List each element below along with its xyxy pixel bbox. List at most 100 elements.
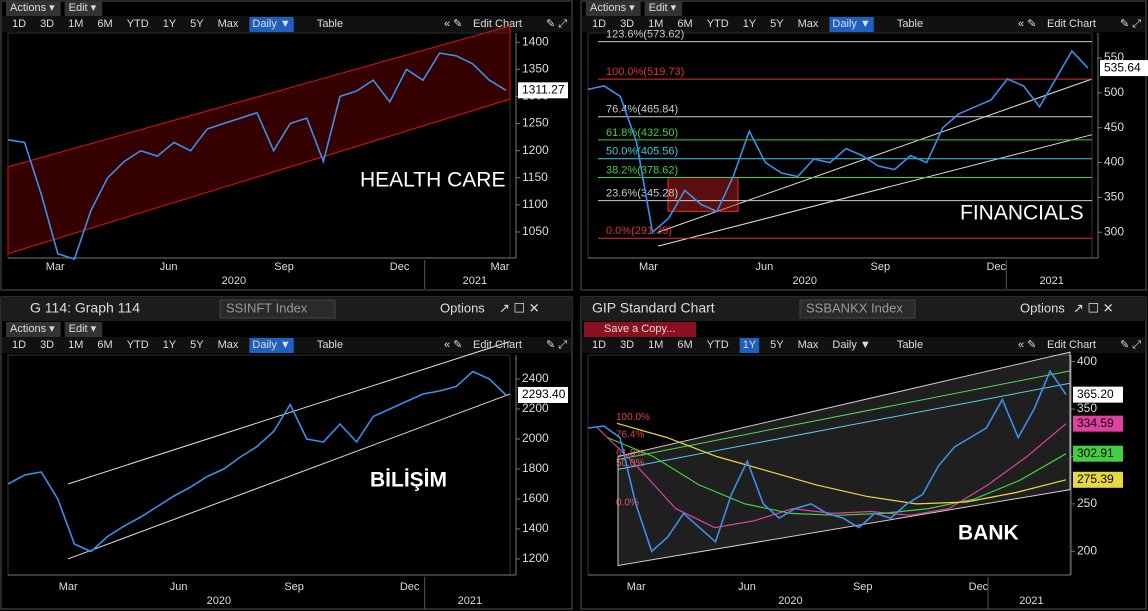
menu-item[interactable]: Actions ▾ (10, 2, 55, 14)
range-button[interactable]: YTD (707, 339, 729, 351)
last-value-box (518, 386, 568, 403)
menu-item[interactable]: Actions ▾ (10, 323, 55, 335)
panel-title: G 114: Graph 114 (30, 300, 140, 316)
ticker[interactable]: SSINFT Index (226, 300, 308, 315)
year-label: 2021 (458, 595, 482, 607)
range-button[interactable]: 1Y (163, 18, 177, 30)
y-tick-label: 450 (1104, 120, 1124, 134)
save-label[interactable]: Save a Copy... (604, 323, 675, 335)
range-button[interactable]: 1Y (743, 18, 757, 30)
x-tick-label: Dec (390, 261, 410, 273)
menu-bg (6, 1, 61, 16)
channel-lower (67, 393, 511, 560)
range-button[interactable]: 6M (677, 18, 692, 30)
range-button[interactable]: 3D (40, 18, 54, 30)
plot-area (587, 32, 1093, 259)
range-selected (249, 338, 294, 353)
ticker[interactable]: SSBANKX Index (806, 300, 903, 315)
fib-label: 100.0%(519.73) (606, 66, 684, 78)
price-line (587, 49, 1089, 234)
y-tick-label: 350 (1077, 401, 1097, 415)
range-button[interactable]: 1D (592, 339, 606, 351)
last-value-box (518, 82, 568, 99)
range-button[interactable]: Table (317, 339, 343, 351)
range-button[interactable]: 6M (97, 18, 112, 30)
fib-label: 76.4%(465.84) (606, 104, 678, 116)
annotation: FINANCIALS (960, 202, 1084, 225)
range-button[interactable]: 1D (12, 18, 26, 30)
channel-upper (67, 341, 511, 485)
range-button[interactable]: Table (897, 339, 923, 351)
menu-item[interactable]: Edit ▾ (69, 2, 97, 14)
edit-chart[interactable]: Edit Chart (473, 18, 522, 30)
edit-chart[interactable]: Edit Chart (1047, 339, 1096, 351)
range-button[interactable]: 1M (648, 339, 663, 351)
range-selected (829, 17, 874, 32)
fib-label: 123.6%(573.62) (606, 29, 684, 41)
edit-icon: « ✎ (1018, 18, 1036, 30)
fib-label: 61.8%(432.50) (606, 127, 678, 139)
annotation: BANK (958, 522, 1019, 545)
range-button[interactable]: 1M (68, 18, 83, 30)
x-tick-label: Mar (627, 581, 646, 593)
fib-line (617, 370, 1071, 461)
menu-item[interactable]: Edit ▾ (649, 2, 677, 14)
range-button[interactable]: YTD (127, 339, 149, 351)
menu-item[interactable]: Actions ▾ (590, 2, 635, 14)
range-button[interactable]: 1Y (163, 339, 177, 351)
range-button[interactable]: 1M (68, 339, 83, 351)
range-button[interactable]: Max (798, 339, 819, 351)
y-tick-label: 2200 (522, 401, 549, 415)
range-button[interactable]: Max (798, 18, 819, 30)
options[interactable]: Options (440, 300, 485, 315)
range-button[interactable]: Max (218, 18, 239, 30)
x-tick-label: Sep (274, 261, 294, 273)
range-button[interactable]: 5Y (190, 339, 204, 351)
range-button[interactable]: Daily ▼ (832, 18, 870, 30)
range-button[interactable]: Max (218, 339, 239, 351)
options[interactable]: Options (1020, 300, 1065, 315)
year-label: 2020 (792, 275, 816, 287)
range-button[interactable]: YTD (127, 18, 149, 30)
save-button[interactable] (584, 322, 696, 337)
range-button[interactable]: 6M (97, 339, 112, 351)
range-button[interactable]: 1D (12, 339, 26, 351)
last-value-box (1073, 386, 1123, 403)
chart-icons: ✎ ⤢ (1120, 339, 1141, 351)
last-value: 2293.40 (522, 387, 566, 401)
range-button[interactable]: 1Y (743, 339, 757, 351)
y-tick-label: 350 (1104, 190, 1124, 204)
range-button[interactable]: Daily ▼ (252, 18, 290, 30)
range-button[interactable]: 5Y (190, 18, 204, 30)
x-tick-label: Jun (160, 261, 178, 273)
range-button[interactable]: 3D (40, 339, 54, 351)
range-button[interactable]: Daily ▼ (832, 339, 870, 351)
range-button[interactable]: 3D (620, 18, 634, 30)
year-label: 2020 (207, 595, 231, 607)
edit-chart[interactable]: Edit Chart (473, 339, 522, 351)
range-button[interactable]: YTD (707, 18, 729, 30)
range-button[interactable]: 1D (592, 18, 606, 30)
menu-item[interactable]: Edit ▾ (69, 323, 97, 335)
plot-area (7, 354, 511, 576)
y-tick-label: 1350 (522, 61, 549, 75)
range-button[interactable]: 3D (620, 339, 634, 351)
y-tick-label: 200 (1077, 543, 1097, 557)
window-controls: ↗ ☐ ✕ (499, 300, 540, 315)
range-button[interactable]: 1M (648, 18, 663, 30)
range-button[interactable]: Table (897, 18, 923, 30)
range-button[interactable]: Table (317, 18, 343, 30)
y-tick-label: 1150 (522, 170, 548, 184)
y-tick-label: 1050 (522, 224, 549, 238)
x-tick-label: Mar (46, 261, 65, 273)
chart-icons: ✎ ⤢ (1120, 18, 1141, 30)
edit-chart[interactable]: Edit Chart (1047, 18, 1096, 30)
annotation: BİLİŞİM (370, 469, 447, 492)
year-label: 2020 (778, 595, 802, 607)
x-tick-label: Jun (738, 581, 756, 593)
range-button[interactable]: 6M (677, 339, 692, 351)
range-button[interactable]: 5Y (770, 339, 784, 351)
window-controls: ↗ ☐ ✕ (1073, 300, 1114, 315)
range-button[interactable]: Daily ▼ (252, 339, 290, 351)
range-button[interactable]: 5Y (770, 18, 784, 30)
